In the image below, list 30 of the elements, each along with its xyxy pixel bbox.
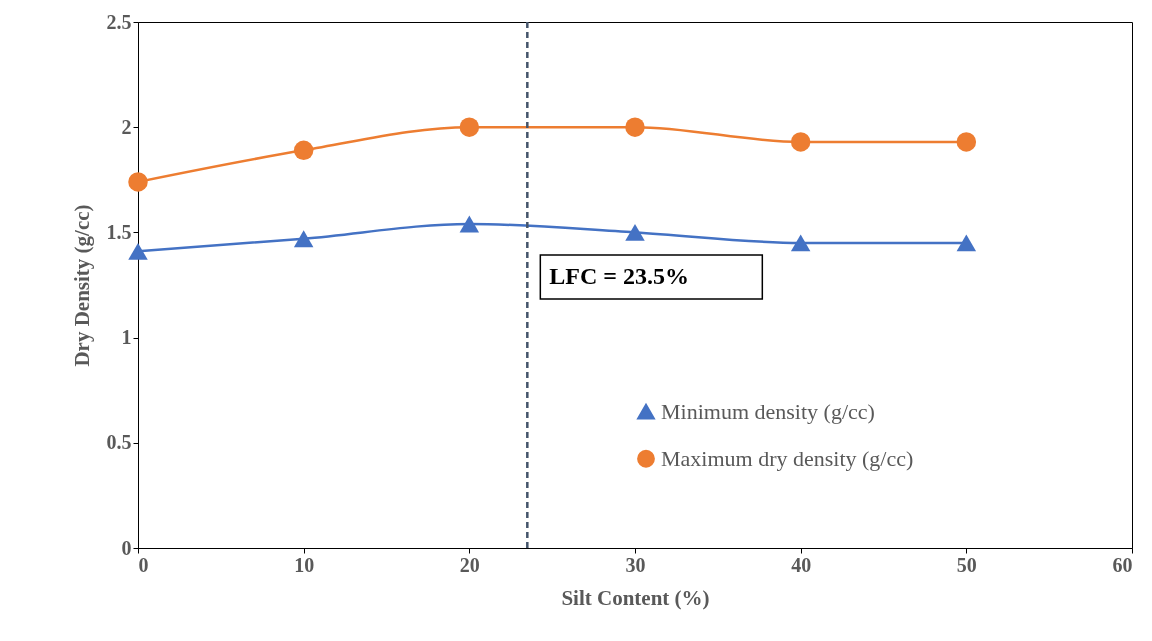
point [625, 117, 645, 137]
point [790, 234, 811, 252]
y-tick-label: 0.5 [106, 431, 132, 454]
y-tick-label: 2 [121, 115, 132, 138]
ref-line-label: LFC = 23.5% [549, 263, 689, 290]
legend-label: Maximum dry density (g/cc) [661, 445, 914, 471]
x-tick-label: 40 [791, 553, 812, 576]
point [956, 132, 977, 152]
point [459, 117, 480, 137]
y-axis-title: Dry Density (g/cc) [69, 204, 94, 367]
point [128, 172, 148, 192]
x-tick-label: 50 [956, 553, 977, 576]
y-tick-label: 1 [121, 326, 132, 349]
point [790, 132, 811, 152]
x-axis-title: Silt Content (%) [561, 585, 710, 610]
x-tick-label: 20 [459, 553, 480, 576]
y-tick-label: 0 [121, 536, 132, 559]
point [459, 215, 480, 233]
x-tick-label: 60 [1112, 553, 1133, 576]
x-tick-label: 30 [625, 553, 646, 576]
legend-label: Minimum density (g/cc) [661, 398, 875, 424]
point [128, 242, 148, 260]
x-tick-label: 0 [138, 553, 149, 576]
point [293, 140, 314, 161]
y-tick-label: 1.5 [106, 220, 132, 243]
x-tick-label: 10 [294, 553, 315, 576]
point [293, 230, 314, 248]
point [625, 223, 645, 241]
y-tick-label: 2.5 [106, 10, 132, 33]
point [956, 234, 977, 252]
